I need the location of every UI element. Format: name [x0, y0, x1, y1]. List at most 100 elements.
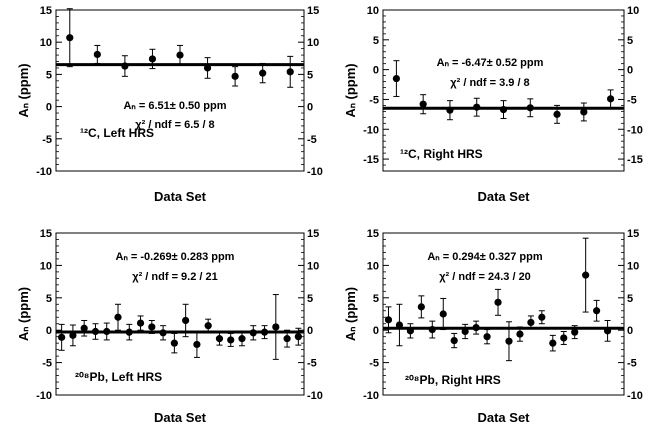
y-tick-label-left: 10 — [367, 5, 379, 17]
y-tick-label-right: -5 — [307, 134, 317, 146]
data-point — [283, 335, 291, 343]
y-tick-label-right: 0 — [627, 325, 633, 337]
data-point — [260, 328, 269, 336]
y-tick-label-right: 10 — [307, 260, 319, 272]
data-point — [549, 339, 557, 347]
plot-frame — [55, 232, 305, 396]
y-tick-label-left: 0 — [46, 325, 52, 337]
y-tick-label-right: -5 — [307, 358, 317, 370]
data-point — [121, 62, 129, 70]
y-tick-label-left: 5 — [46, 293, 52, 305]
data-point — [203, 64, 212, 72]
y-tick-label-right: 15 — [307, 228, 319, 240]
data-point — [473, 103, 481, 111]
data-point — [603, 327, 612, 335]
y-tick-label-right: 10 — [307, 37, 319, 49]
x-axis-label: Data Set — [154, 410, 207, 424]
chi2-label: χ² / ndf = 3.9 / 8 — [450, 77, 529, 89]
y-tick-label-left: 5 — [46, 69, 52, 81]
data-point — [93, 50, 101, 59]
y-tick-label-left: 10 — [40, 37, 52, 49]
y-tick-label-right: -10 — [627, 390, 643, 402]
data-point — [148, 323, 156, 331]
y-tick-label-left: 10 — [40, 260, 52, 272]
y-tick-label-right: 5 — [627, 293, 633, 305]
y-tick-label-right: 10 — [627, 260, 639, 272]
data-point — [494, 298, 502, 306]
y-tick-label-right: -10 — [307, 166, 323, 178]
y-tick-label-left: -10 — [363, 124, 379, 136]
y-tick-label-right: -10 — [627, 124, 643, 136]
data-point — [428, 325, 436, 334]
data-point — [417, 303, 425, 311]
data-point — [446, 106, 454, 114]
x-axis-label: Data Set — [477, 189, 530, 204]
data-point — [231, 72, 239, 80]
fit-result-label: Aₙ = 6.51± 0.50 ppm — [123, 100, 226, 112]
data-point — [505, 337, 513, 345]
fit-result-label: Aₙ = -6.47± 0.52 ppm — [437, 57, 544, 69]
y-tick-label-right: 0 — [307, 102, 313, 114]
data-point — [176, 51, 184, 59]
y-tick-label-right: 15 — [307, 5, 319, 17]
plot-frame — [55, 9, 305, 172]
y-tick-label-left: 15 — [40, 5, 52, 17]
data-point — [450, 336, 458, 345]
data-point — [159, 329, 167, 337]
data-point — [58, 333, 66, 341]
data-point — [483, 333, 491, 341]
chart-panel-3: -10 -10 -5 -5 0 0 5 5 10 10 15 15 Aₙ = -0.269± 0.283… — [16, 228, 323, 424]
data-point — [114, 313, 122, 321]
x-axis-label: Data Set — [477, 410, 530, 424]
y-tick-label-left: 10 — [367, 260, 379, 272]
data-point — [461, 327, 469, 336]
data-point — [439, 310, 447, 318]
y-tick-label-left: -5 — [42, 134, 52, 146]
y-tick-label-left: -5 — [369, 94, 379, 106]
y-tick-label-left: -5 — [369, 358, 379, 370]
panel-label: ²⁰⁸Pb, Right HRS — [405, 373, 501, 387]
data-point — [560, 334, 568, 342]
data-point — [294, 333, 302, 341]
y-tick-label-right: -10 — [307, 390, 323, 402]
y-tick-label-left: -10 — [363, 390, 379, 402]
data-point — [259, 69, 267, 77]
plot-frame — [382, 9, 625, 172]
data-point — [607, 95, 615, 103]
data-point — [215, 335, 224, 343]
data-point — [593, 307, 601, 315]
data-point — [516, 330, 524, 338]
y-tick-label-left: -5 — [42, 358, 52, 370]
y-tick-label-right: 15 — [627, 228, 639, 240]
data-point — [170, 339, 178, 347]
y-tick-label-right: -5 — [627, 94, 637, 106]
data-point — [249, 329, 257, 337]
y-tick-label-right: 5 — [627, 35, 633, 47]
panel-label: ²⁰⁸Pb, Left HRS — [75, 370, 162, 384]
data-point — [392, 74, 400, 83]
data-point — [472, 324, 480, 332]
chi2-label: χ² / ndf = 9.2 / 21 — [132, 271, 218, 283]
y-axis-label: Aₙ (ppm) — [343, 287, 358, 341]
data-point — [193, 340, 201, 349]
data-point — [69, 331, 77, 339]
data-point — [580, 108, 588, 116]
data-point — [272, 323, 280, 331]
chart-panel-4: -10 -10 -5 -5 0 0 5 5 10 10 15 15 Aₙ = 0.294± 0.327 … — [343, 228, 643, 424]
y-axis-label: Aₙ (ppm) — [16, 63, 31, 117]
y-tick-label-left: 5 — [373, 35, 379, 47]
x-axis-label: Data Set — [154, 189, 207, 204]
plot-frame — [382, 232, 625, 396]
y-axis-label: Aₙ (ppm) — [16, 287, 31, 341]
data-point — [526, 104, 534, 112]
data-point — [553, 110, 561, 118]
y-tick-label-right: -5 — [627, 358, 637, 370]
data-point — [527, 318, 535, 327]
y-tick-label-right: 0 — [307, 325, 313, 337]
data-point — [182, 316, 190, 325]
y-tick-label-right: 5 — [307, 69, 313, 81]
data-point — [91, 327, 100, 336]
data-point — [125, 328, 133, 336]
y-tick-label-right: 10 — [627, 5, 639, 17]
data-point — [582, 271, 590, 279]
